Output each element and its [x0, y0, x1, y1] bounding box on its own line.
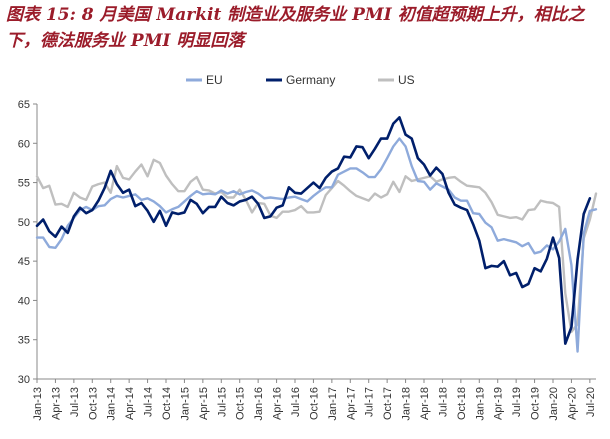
series-line-germany	[35, 116, 592, 345]
series-line-eu	[35, 137, 598, 353]
x-tick-label: Jan-20	[548, 387, 560, 421]
x-tick-label: Apr-13	[50, 387, 62, 420]
x-tick-label: Oct-16	[308, 387, 320, 420]
legend-label-eu: EU	[206, 73, 223, 87]
x-tick-label: Jul-20	[585, 387, 597, 417]
legend-label-us: US	[398, 73, 415, 87]
y-tick-label: 45	[18, 256, 30, 268]
legend-label-germany: Germany	[286, 73, 335, 87]
y-tick-label: 55	[18, 178, 30, 190]
x-tick-label: Oct-13	[87, 387, 99, 420]
series-line-us	[35, 158, 598, 334]
x-tick-label: Apr-15	[198, 387, 210, 420]
x-tick-label: Apr-19	[493, 387, 505, 420]
x-tick-label: Jul-17	[364, 387, 376, 417]
x-tick-label: Oct-19	[530, 387, 542, 420]
x-tick-label: Jan-17	[327, 387, 339, 421]
x-tick-label: Jul-14	[143, 387, 155, 417]
y-tick-label: 65	[18, 99, 30, 111]
x-tick-label: Apr-18	[419, 387, 431, 420]
x-tick-label: Jan-14	[106, 387, 118, 421]
x-tick-label: Jan-15	[179, 387, 191, 421]
x-tick-label: Oct-18	[456, 387, 468, 420]
y-tick-label: 35	[18, 335, 30, 347]
x-tick-label: Apr-17	[345, 387, 357, 420]
x-tick-label: Jan-19	[474, 387, 486, 421]
y-tick-label: 30	[18, 374, 30, 386]
x-tick-label: Apr-16	[272, 387, 284, 420]
x-tick-label: Jul-18	[437, 387, 449, 417]
x-tick-label: Jul-13	[69, 387, 81, 417]
x-tick-label: Jan-13	[32, 387, 44, 421]
x-tick-label: Jan-16	[253, 387, 265, 421]
x-tick-label: Oct-17	[382, 387, 394, 420]
series-lines	[35, 116, 598, 353]
y-tick-label: 40	[18, 295, 30, 307]
x-tick-label: Jul-15	[216, 387, 228, 417]
axes: 30 35 40 45 50 55 60 65 Jan-13 Apr-13 Jul-13 Oct-13…	[18, 99, 597, 421]
x-tick-label: Oct-14	[161, 387, 173, 420]
y-tick-label: 50	[18, 217, 30, 229]
x-tick-label: Jul-16	[290, 387, 302, 417]
x-tick-label: Apr-14	[124, 387, 136, 420]
y-tick-label: 60	[18, 138, 30, 150]
chart-title: 图表 15: 8 月美国 Markit 制造业及服务业 PMI 初值超预期上升，…	[6, 5, 585, 51]
x-tick-label: Jan-18	[401, 387, 413, 421]
legend: EU Germany US	[186, 73, 415, 87]
x-tick-label: Apr-20	[566, 387, 578, 420]
x-tick-label: Jul-19	[511, 387, 523, 417]
x-tick-label: Oct-15	[235, 387, 247, 420]
